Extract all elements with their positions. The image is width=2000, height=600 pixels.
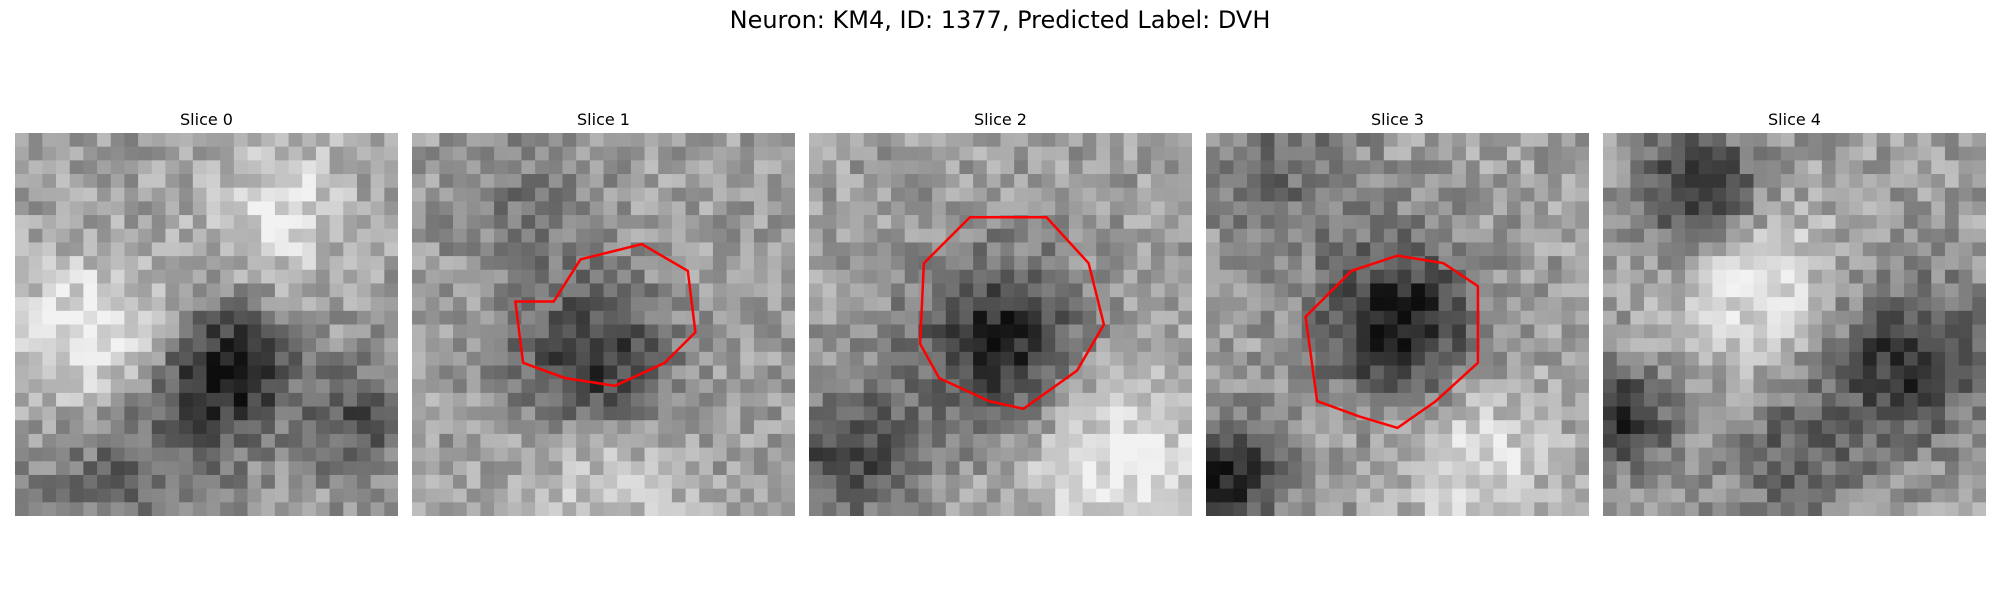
slice-image-0 (15, 133, 398, 516)
figure-title: Neuron: KM4, ID: 1377, Predicted Label: … (729, 6, 1271, 34)
slice-image-1 (412, 133, 795, 516)
slice-image-2 (809, 133, 1192, 516)
slice-panel-1: Slice 1 (412, 108, 795, 516)
slice-panel-0: Slice 0 (15, 108, 398, 516)
segmentation-outline-3 (1304, 254, 1480, 430)
slice-panel-3: Slice 3 (1206, 108, 1589, 516)
slice-panel-4: Slice 4 (1603, 108, 1986, 516)
segmentation-outline-2 (918, 216, 1106, 411)
slice-title-0: Slice 0 (180, 110, 233, 129)
slice-title-1: Slice 1 (577, 110, 630, 129)
slice-title-4: Slice 4 (1768, 110, 1821, 129)
slice-panel-2: Slice 2 (809, 108, 1192, 516)
slice-title-3: Slice 3 (1371, 110, 1424, 129)
slice-image-3 (1206, 133, 1589, 516)
slice-title-2: Slice 2 (974, 110, 1027, 129)
slice-image-4 (1603, 133, 1986, 516)
segmentation-outline-1 (513, 242, 697, 388)
